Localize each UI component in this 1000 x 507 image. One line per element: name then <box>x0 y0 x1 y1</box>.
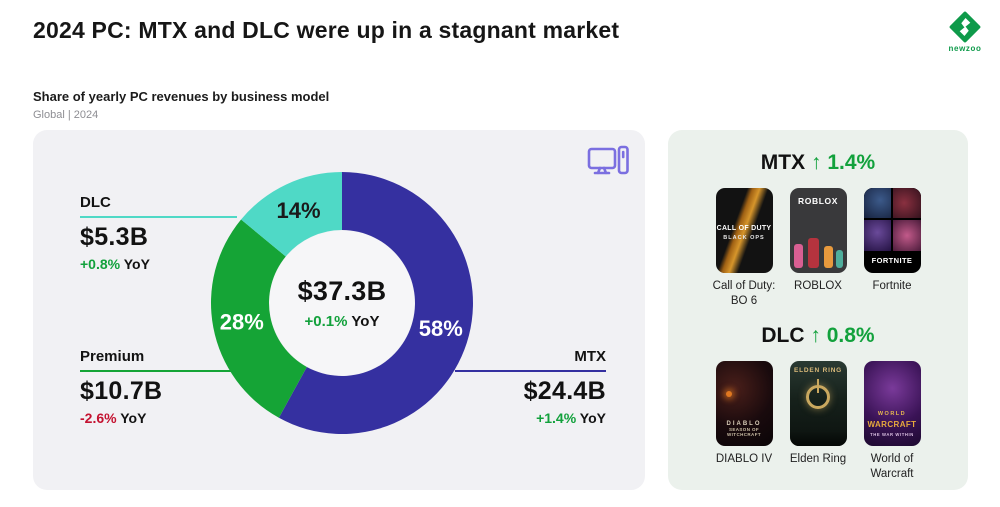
callout-premium-yoy-suffix: YoY <box>120 410 147 426</box>
donut-share-label-dlc: 14% <box>277 198 321 223</box>
group-dlc-label: DLC <box>761 323 805 347</box>
donut-segment-dlc <box>241 172 342 257</box>
total-yoy-suffix: YoY <box>351 313 380 330</box>
cod-art-title: CALL OF DUTY <box>716 225 772 233</box>
game-caption: Fortnite <box>872 280 912 292</box>
diablo-cover-art: DIABLO SEASON OF WITCHCRAFT <box>715 360 773 446</box>
callout-mtx-yoy-suffix: YoY <box>579 410 606 426</box>
roblox-art-title: ROBLOX <box>798 195 838 206</box>
game-caption: World of Warcraft <box>870 452 914 480</box>
callout-premium-label: Premium <box>80 348 145 365</box>
roblox-character-art <box>823 245 833 268</box>
chart-subtitle: Share of yearly PC revenues by business … <box>33 89 330 104</box>
game-card-fortnite: FORTNITE Fortnite <box>855 188 929 309</box>
eldenring-ground-art <box>789 430 847 446</box>
donut-chart: 58% 28% 14% <box>210 172 473 434</box>
total-revenue-yoy: +0.1% YoY <box>298 313 387 330</box>
callout-premium-revenue: $10.7B <box>80 377 163 405</box>
up-arrow-icon: ↑ <box>810 151 822 174</box>
callout-dlc-leader-line <box>80 216 237 218</box>
pc-platform-icon <box>587 145 629 175</box>
callout-dlc-yoy-suffix: YoY <box>123 256 150 272</box>
callout-mtx-yoy-percent: +1.4% <box>536 410 577 426</box>
donut-segment-premium <box>210 219 307 418</box>
callout-mtx-label: MTX <box>574 348 606 365</box>
callout-premium-leader-line <box>80 370 231 372</box>
group-dlc-heading: DLC ↑ 0.8% <box>668 323 968 349</box>
group-mtx-change: 1.4% <box>827 151 876 174</box>
callout-dlc-label: DLC <box>80 194 111 211</box>
callout-mtx-yoy: +1.4% YoY <box>455 410 606 426</box>
diablo-art-subtitle: SEASON OF WITCHCRAFT <box>727 427 761 438</box>
game-caption: Call of Duty: BO 6 <box>712 280 776 307</box>
donut-share-label-premium: 28% <box>220 310 264 335</box>
fortnite-art-title: FORTNITE <box>871 256 913 266</box>
callout-mtx-revenue: $24.4B <box>523 377 606 405</box>
donut-card: 58% 28% 14% $37.3B +0.1% YoY DLC $5.3B +0.… <box>33 130 645 490</box>
cod-cover-art: CALL OF DUTY BLACK OPS <box>715 188 773 273</box>
total-revenue-value: $37.3B <box>297 276 387 306</box>
callout-mtx: MTX $24.4B +1.4% YoY <box>455 348 606 426</box>
game-card-wow: WORLD WARCRAFT THE WAR WITHIN World of W… <box>855 360 929 482</box>
callout-premium-yoy-percent: -2.6% <box>80 410 117 426</box>
diablo-fireball-art <box>725 391 732 398</box>
fortnite-grid-art <box>863 188 921 251</box>
group-dlc-change: 0.8% <box>826 323 875 347</box>
cod-art-subtitle: BLACK OPS <box>723 234 765 241</box>
roblox-character-art <box>807 237 819 268</box>
callout-dlc-yoy: +0.8% YoY <box>80 256 237 272</box>
brand-logo: newzoo <box>942 10 988 53</box>
up-arrow-icon: ↑ <box>810 323 821 347</box>
wow-cover-art: WORLD WARCRAFT THE WAR WITHIN <box>863 360 921 446</box>
game-caption: Elden Ring <box>789 452 847 465</box>
group-mtx: MTX ↑ 1.4% CALL OF DUTY BLACK OPS Call o… <box>668 150 968 309</box>
callout-premium: Premium $10.7B -2.6% YoY <box>80 348 231 426</box>
group-dlc-covers: DIABLO SEASON OF WITCHCRAFT DIABLO IV EL… <box>668 360 968 482</box>
brand-name: newzoo <box>948 44 982 53</box>
group-mtx-covers: CALL OF DUTY BLACK OPS Call of Duty: BO … <box>668 188 968 309</box>
header: 2024 PC: MTX and DLC were up in a stagna… <box>0 0 1000 53</box>
game-caption: ROBLOX <box>794 280 842 292</box>
top-games-panel: MTX ↑ 1.4% CALL OF DUTY BLACK OPS Call o… <box>668 130 968 490</box>
diablo-art-title: DIABLO <box>726 421 762 428</box>
callout-mtx-leader-line <box>455 370 606 372</box>
newzoo-logo-icon <box>949 11 981 43</box>
eldenring-cover-art: ELDEN RING <box>789 360 847 446</box>
donut-segment-mtx <box>278 172 473 434</box>
game-card-cod: CALL OF DUTY BLACK OPS Call of Duty: BO … <box>707 188 781 309</box>
wow-art-warcraft: WARCRAFT <box>867 419 917 429</box>
content-row: 58% 28% 14% $37.3B +0.1% YoY DLC $5.3B +0.… <box>33 130 1000 490</box>
roblox-cover-art: ROBLOX <box>789 188 847 273</box>
roblox-character-art <box>836 249 844 268</box>
eldenring-art-title: ELDEN RING <box>793 366 843 374</box>
wow-art-subtitle: THE WAR WITHIN <box>870 432 914 438</box>
donut-hole <box>269 230 415 376</box>
fortnite-cover-art: FORTNITE <box>863 188 921 273</box>
game-card-eldenring: ELDEN RING Elden Ring <box>781 360 855 482</box>
callout-dlc-revenue: $5.3B <box>80 223 149 251</box>
callout-dlc-yoy-percent: +0.8% <box>80 256 121 272</box>
eldenring-ring-art <box>806 384 830 409</box>
wow-art-world: WORLD <box>877 410 907 417</box>
game-caption: DIABLO IV <box>715 452 773 465</box>
group-dlc: DLC ↑ 0.8% DIABLO SEASON OF WITCHCRAFT D… <box>668 323 968 482</box>
cod-streak-art <box>715 188 773 273</box>
roblox-character-art <box>794 243 804 268</box>
game-card-diablo: DIABLO SEASON OF WITCHCRAFT DIABLO IV <box>707 360 781 482</box>
donut-center-label: $37.3B +0.1% YoY <box>298 276 387 330</box>
callout-premium-yoy: -2.6% YoY <box>80 410 231 426</box>
donut-share-label-mtx: 58% <box>419 316 463 341</box>
callout-dlc: DLC $5.3B +0.8% YoY <box>80 194 237 272</box>
game-card-roblox: ROBLOX ROBLOX <box>781 188 855 309</box>
total-yoy-percent: +0.1% <box>304 313 348 330</box>
group-mtx-label: MTX <box>760 151 806 174</box>
page-title: 2024 PC: MTX and DLC were up in a stagna… <box>33 17 620 43</box>
group-mtx-heading: MTX ↑ 1.4% <box>668 150 968 176</box>
chart-scope: Global | 2024 <box>33 109 99 121</box>
